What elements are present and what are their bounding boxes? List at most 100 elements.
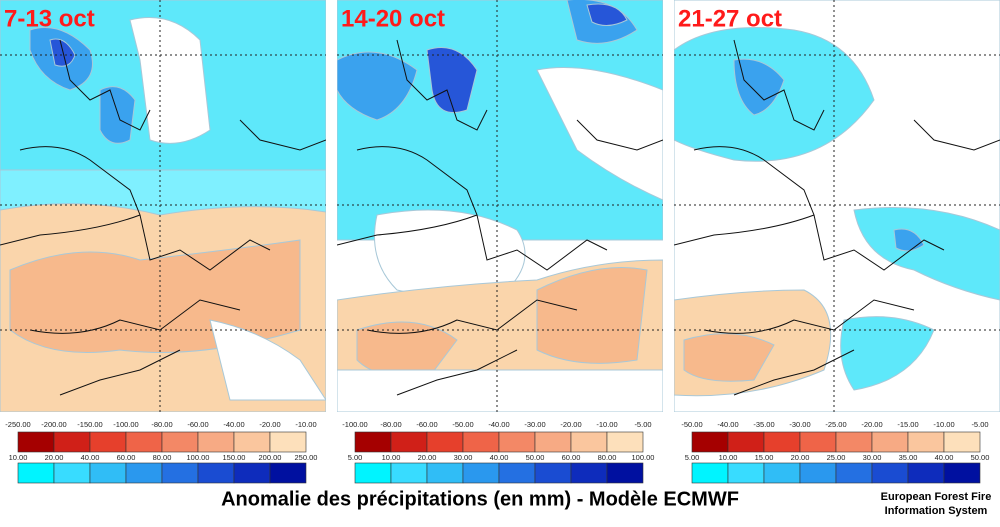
legend-swatch — [799, 462, 837, 484]
legend-label: -5.00 — [634, 420, 651, 429]
legend-label: -15.00 — [897, 420, 918, 429]
legend-label: 25.00 — [827, 453, 846, 462]
legend-label: -35.00 — [753, 420, 774, 429]
panel-title: 7-13 oct — [4, 5, 95, 32]
legend-swatch — [907, 462, 945, 484]
legend-label: -20.00 — [259, 420, 280, 429]
legend-label: 10.00 — [9, 453, 28, 462]
anomaly-area — [337, 0, 663, 241]
legend-swatch — [269, 431, 307, 453]
legend-swatch — [835, 462, 873, 484]
panel-title: 21-27 oct — [678, 5, 782, 32]
legend-label: -10.00 — [933, 420, 954, 429]
legend-label: -40.00 — [223, 420, 244, 429]
anomaly-area — [337, 369, 663, 412]
anomaly-area — [337, 51, 418, 121]
legend-swatch — [462, 431, 500, 453]
legend-swatch — [691, 462, 729, 484]
legend-swatch — [534, 462, 572, 484]
legend-label: 80.00 — [598, 453, 617, 462]
legend-label: -80.00 — [151, 420, 172, 429]
legend-label: 250.00 — [295, 453, 318, 462]
legend-label: -150.00 — [77, 420, 102, 429]
legend-swatch — [17, 462, 55, 484]
legend-label: 20.00 — [418, 453, 437, 462]
legend-label: 20.00 — [791, 453, 810, 462]
legend-label: 100.00 — [187, 453, 210, 462]
legend-label: -10.00 — [295, 420, 316, 429]
legend-label: 20.00 — [45, 453, 64, 462]
anomaly-area — [129, 17, 211, 144]
legend-label: -60.00 — [187, 420, 208, 429]
legend-swatch — [691, 431, 729, 453]
legend-label: 35.00 — [899, 453, 918, 462]
legend-label: 10.00 — [382, 453, 401, 462]
caption: Anomalie des précipitations (en mm) - Mo… — [221, 488, 739, 510]
legend-swatch — [943, 431, 981, 453]
legend-label: 5.00 — [348, 453, 363, 462]
legend-label: 60.00 — [562, 453, 581, 462]
legend-swatch — [125, 462, 163, 484]
legend-swatch — [233, 431, 271, 453]
legend-swatch — [763, 462, 801, 484]
legend-label: -40.00 — [717, 420, 738, 429]
legend-swatch — [390, 431, 428, 453]
legend-swatch — [498, 431, 536, 453]
anomaly-area — [426, 47, 478, 113]
legend-label: -60.00 — [416, 420, 437, 429]
anomaly-area — [356, 321, 458, 381]
legend-label: 50.00 — [971, 453, 990, 462]
legend-swatch — [89, 431, 127, 453]
legend-label: -250.00 — [5, 420, 30, 429]
legend-swatch — [269, 462, 307, 484]
legend-label: 150.00 — [223, 453, 246, 462]
legend-label: -80.00 — [380, 420, 401, 429]
legend-swatch — [907, 431, 945, 453]
legend-swatch — [197, 462, 235, 484]
legend-swatch — [570, 462, 608, 484]
legend-swatch — [53, 431, 91, 453]
map-panel: 14-20 oct -100.00 -80.00 -60.00 -50.00 -40.00… — [337, 0, 663, 488]
legend-swatch — [426, 462, 464, 484]
legend-label: -20.00 — [861, 420, 882, 429]
legend-swatch — [233, 462, 271, 484]
legend-label: -50.00 — [681, 420, 702, 429]
legend-label: -40.00 — [488, 420, 509, 429]
anomaly-area — [49, 38, 76, 67]
legend-swatch — [53, 462, 91, 484]
legend-swatch — [606, 462, 644, 484]
legend-label: 200.00 — [259, 453, 282, 462]
anomaly-area — [536, 67, 663, 201]
legend-swatch — [763, 431, 801, 453]
legend-swatch — [354, 431, 392, 453]
legend-swatch — [462, 462, 500, 484]
legend-swatch — [161, 462, 199, 484]
map — [337, 0, 663, 412]
legend-swatch — [390, 462, 428, 484]
anomaly-area — [853, 207, 1000, 301]
map — [674, 0, 1000, 412]
legend-swatch — [426, 431, 464, 453]
legend-swatch — [197, 431, 235, 453]
anomaly-area — [99, 86, 136, 144]
legend-label: 30.00 — [454, 453, 473, 462]
legend-label: -100.00 — [342, 420, 367, 429]
map — [0, 0, 326, 412]
legend-label: 40.00 — [490, 453, 509, 462]
legend-swatch — [534, 431, 572, 453]
legend-label: -25.00 — [825, 420, 846, 429]
legend-label: -10.00 — [596, 420, 617, 429]
anomaly-area — [536, 267, 648, 364]
legend-swatch — [498, 462, 536, 484]
legend-swatch — [799, 431, 837, 453]
legend-label: 60.00 — [117, 453, 136, 462]
legend-label: -5.00 — [971, 420, 988, 429]
legend-label: 50.00 — [526, 453, 545, 462]
legend-swatch — [161, 431, 199, 453]
legend-swatch — [871, 431, 909, 453]
legend-label: 80.00 — [153, 453, 172, 462]
credit: European Forest Fire — [881, 491, 992, 503]
panel-title: 14-20 oct — [341, 5, 445, 32]
legend-swatch — [835, 431, 873, 453]
anomaly-area — [683, 333, 775, 382]
